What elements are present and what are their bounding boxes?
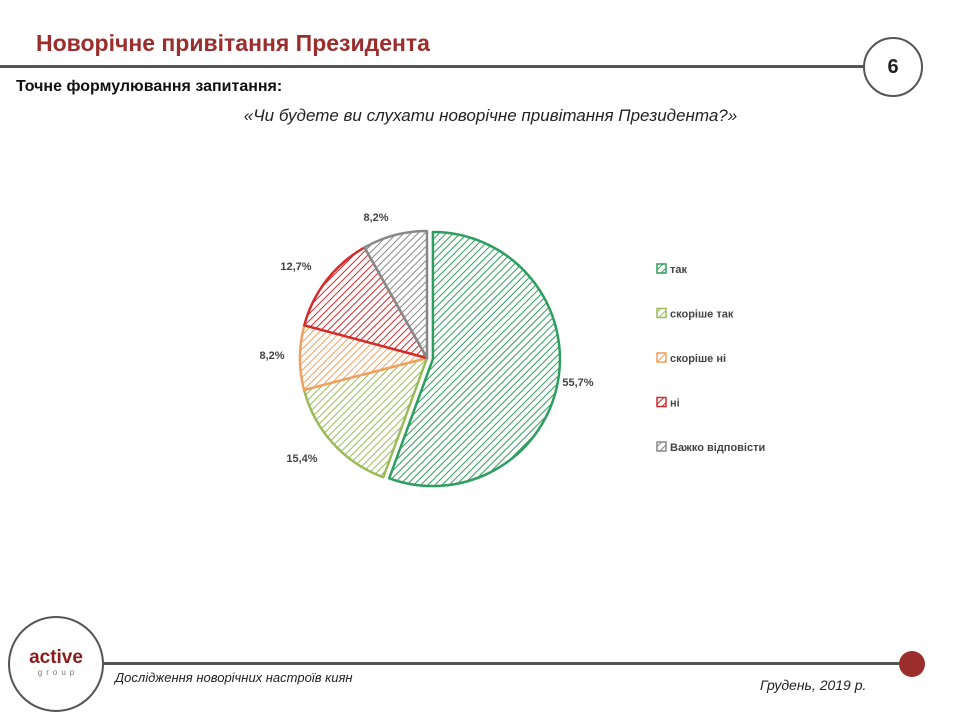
data-label: 8,2% <box>363 212 388 224</box>
legend-swatch <box>656 352 667 363</box>
active-group-logo: active group <box>8 616 104 712</box>
data-label: 55,7% <box>562 377 593 389</box>
study-date: Грудень, 2019 р. <box>760 677 867 693</box>
pie-slice-0 <box>387 230 562 488</box>
question-label: Точне формулювання запитання: <box>16 78 283 95</box>
legend-label: Важко відповісти <box>670 442 765 454</box>
footer-dot <box>899 651 925 677</box>
question-text: «Чи будете ви слухати новорічне привітан… <box>243 106 738 125</box>
study-name: Дослідження новорічних настроїв киян <box>115 670 353 685</box>
pie-slice-3 <box>303 246 429 360</box>
logo-sub: group <box>37 668 79 677</box>
legend-label: скоріше так <box>670 309 734 321</box>
data-label: 15,4% <box>286 453 317 465</box>
footer-divider <box>100 662 906 665</box>
legend-label: так <box>670 264 688 276</box>
slide-title: Новорічне привітання Президента <box>36 30 430 56</box>
logo-main: active <box>29 647 83 668</box>
page-number: 6 <box>863 37 923 97</box>
pie-slice-1 <box>302 356 429 479</box>
legend-swatch <box>656 441 667 452</box>
legend-swatch <box>656 263 667 274</box>
legend-label: скоріше ні <box>670 353 726 365</box>
data-label: 12,7% <box>280 261 311 273</box>
pie-slice-4 <box>363 229 429 360</box>
legend-swatch <box>656 307 667 319</box>
header-divider <box>0 65 866 68</box>
legend-label: ні <box>670 398 680 410</box>
data-label: 8,2% <box>259 350 284 362</box>
legend-swatch <box>656 396 667 408</box>
